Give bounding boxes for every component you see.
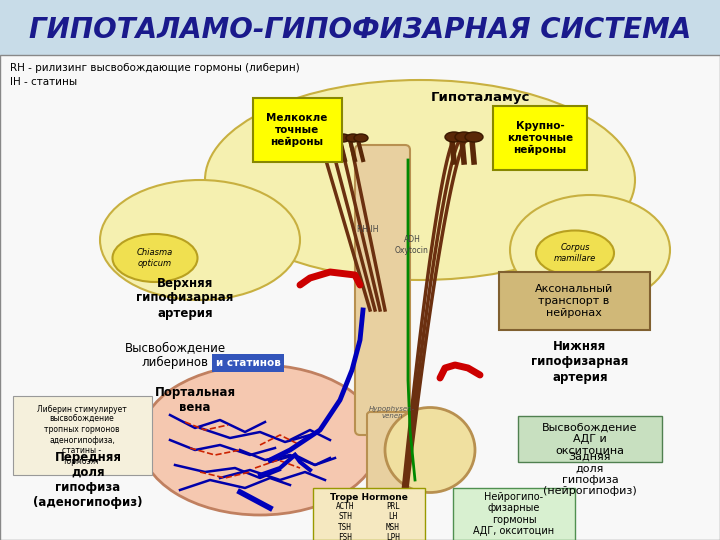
FancyBboxPatch shape: [518, 416, 662, 462]
Text: ACTH
STH
TSH
FSH: ACTH STH TSH FSH: [336, 502, 354, 540]
Ellipse shape: [465, 132, 483, 142]
Text: Гипоталамус: Гипоталамус: [431, 91, 530, 104]
Ellipse shape: [510, 195, 670, 305]
Text: Портальная
вена: Портальная вена: [154, 386, 235, 414]
FancyBboxPatch shape: [13, 396, 152, 475]
FancyBboxPatch shape: [355, 145, 410, 435]
FancyBboxPatch shape: [367, 412, 413, 508]
Text: IH - статины: IH - статины: [10, 77, 77, 87]
Text: Нижняя
гипофизарная
артерия: Нижняя гипофизарная артерия: [531, 341, 629, 383]
Ellipse shape: [140, 365, 380, 515]
Text: RH IH: RH IH: [357, 226, 379, 234]
Text: ГИПОТАЛАМО-ГИПОФИЗАРНАЯ СИСТЕМА: ГИПОТАЛАМО-ГИПОФИЗАРНАЯ СИСТЕМА: [29, 16, 691, 44]
Text: Chiasma
opticum: Chiasma opticum: [137, 248, 173, 268]
FancyBboxPatch shape: [453, 488, 575, 540]
Text: ADH
Oxytocin: ADH Oxytocin: [395, 235, 429, 255]
FancyBboxPatch shape: [212, 354, 284, 372]
Ellipse shape: [346, 134, 360, 142]
FancyBboxPatch shape: [493, 106, 587, 170]
Ellipse shape: [354, 134, 368, 142]
FancyBboxPatch shape: [253, 98, 342, 162]
Ellipse shape: [445, 132, 463, 142]
Text: PRL
LH
MSH
LPH: PRL LH MSH LPH: [386, 502, 400, 540]
Ellipse shape: [536, 231, 614, 275]
Text: Corpus
mamillare: Corpus mamillare: [554, 244, 596, 262]
Text: Нейрогипо-
физарные
гормоны
АДГ, окситоцин: Нейрогипо- физарные гормоны АДГ, окситоц…: [474, 491, 554, 536]
Ellipse shape: [455, 132, 473, 142]
Text: и статинов: и статинов: [215, 358, 280, 368]
Text: Аксональный
транспорт в
нейронах: Аксональный транспорт в нейронах: [535, 285, 613, 318]
FancyBboxPatch shape: [0, 0, 720, 55]
Text: Передняя
доля
гипофиза
(аденогипофиз): Передняя доля гипофиза (аденогипофиз): [33, 451, 143, 509]
Text: либеринов: либеринов: [142, 355, 209, 368]
FancyBboxPatch shape: [313, 488, 425, 540]
Text: Либерин стимулирует
высвобождение
тропных гормонов
аденогипофиза,
статины -
торм: Либерин стимулирует высвобождение тропны…: [37, 404, 127, 465]
Ellipse shape: [205, 80, 635, 280]
Text: Крупно-
клеточные
нейроны: Крупно- клеточные нейроны: [507, 122, 573, 154]
FancyBboxPatch shape: [499, 272, 650, 330]
Text: Hypophysen-
venen: Hypophysen- venen: [369, 406, 415, 419]
Ellipse shape: [385, 408, 475, 492]
Text: Trope Hormone: Trope Hormone: [330, 494, 408, 503]
Ellipse shape: [100, 180, 300, 300]
FancyBboxPatch shape: [0, 55, 720, 540]
Text: Высвобождение: Высвобождение: [125, 341, 225, 354]
Text: Задняя
доля
гипофиза
(нейрогипофиз): Задняя доля гипофиза (нейрогипофиз): [543, 451, 637, 496]
Ellipse shape: [112, 234, 197, 282]
Text: RH - рилизинг высвобождающие гормоны (либерин): RH - рилизинг высвобождающие гормоны (ли…: [10, 63, 300, 73]
Ellipse shape: [336, 134, 350, 142]
Text: Мелкокле
точные
нейроны: Мелкокле точные нейроны: [266, 113, 328, 147]
Ellipse shape: [326, 134, 340, 142]
Text: Высвобождение
АДГ и
окситоцина: Высвобождение АДГ и окситоцина: [542, 422, 638, 456]
Text: Верхняя
гипофизарная
артерия: Верхняя гипофизарная артерия: [136, 276, 234, 320]
